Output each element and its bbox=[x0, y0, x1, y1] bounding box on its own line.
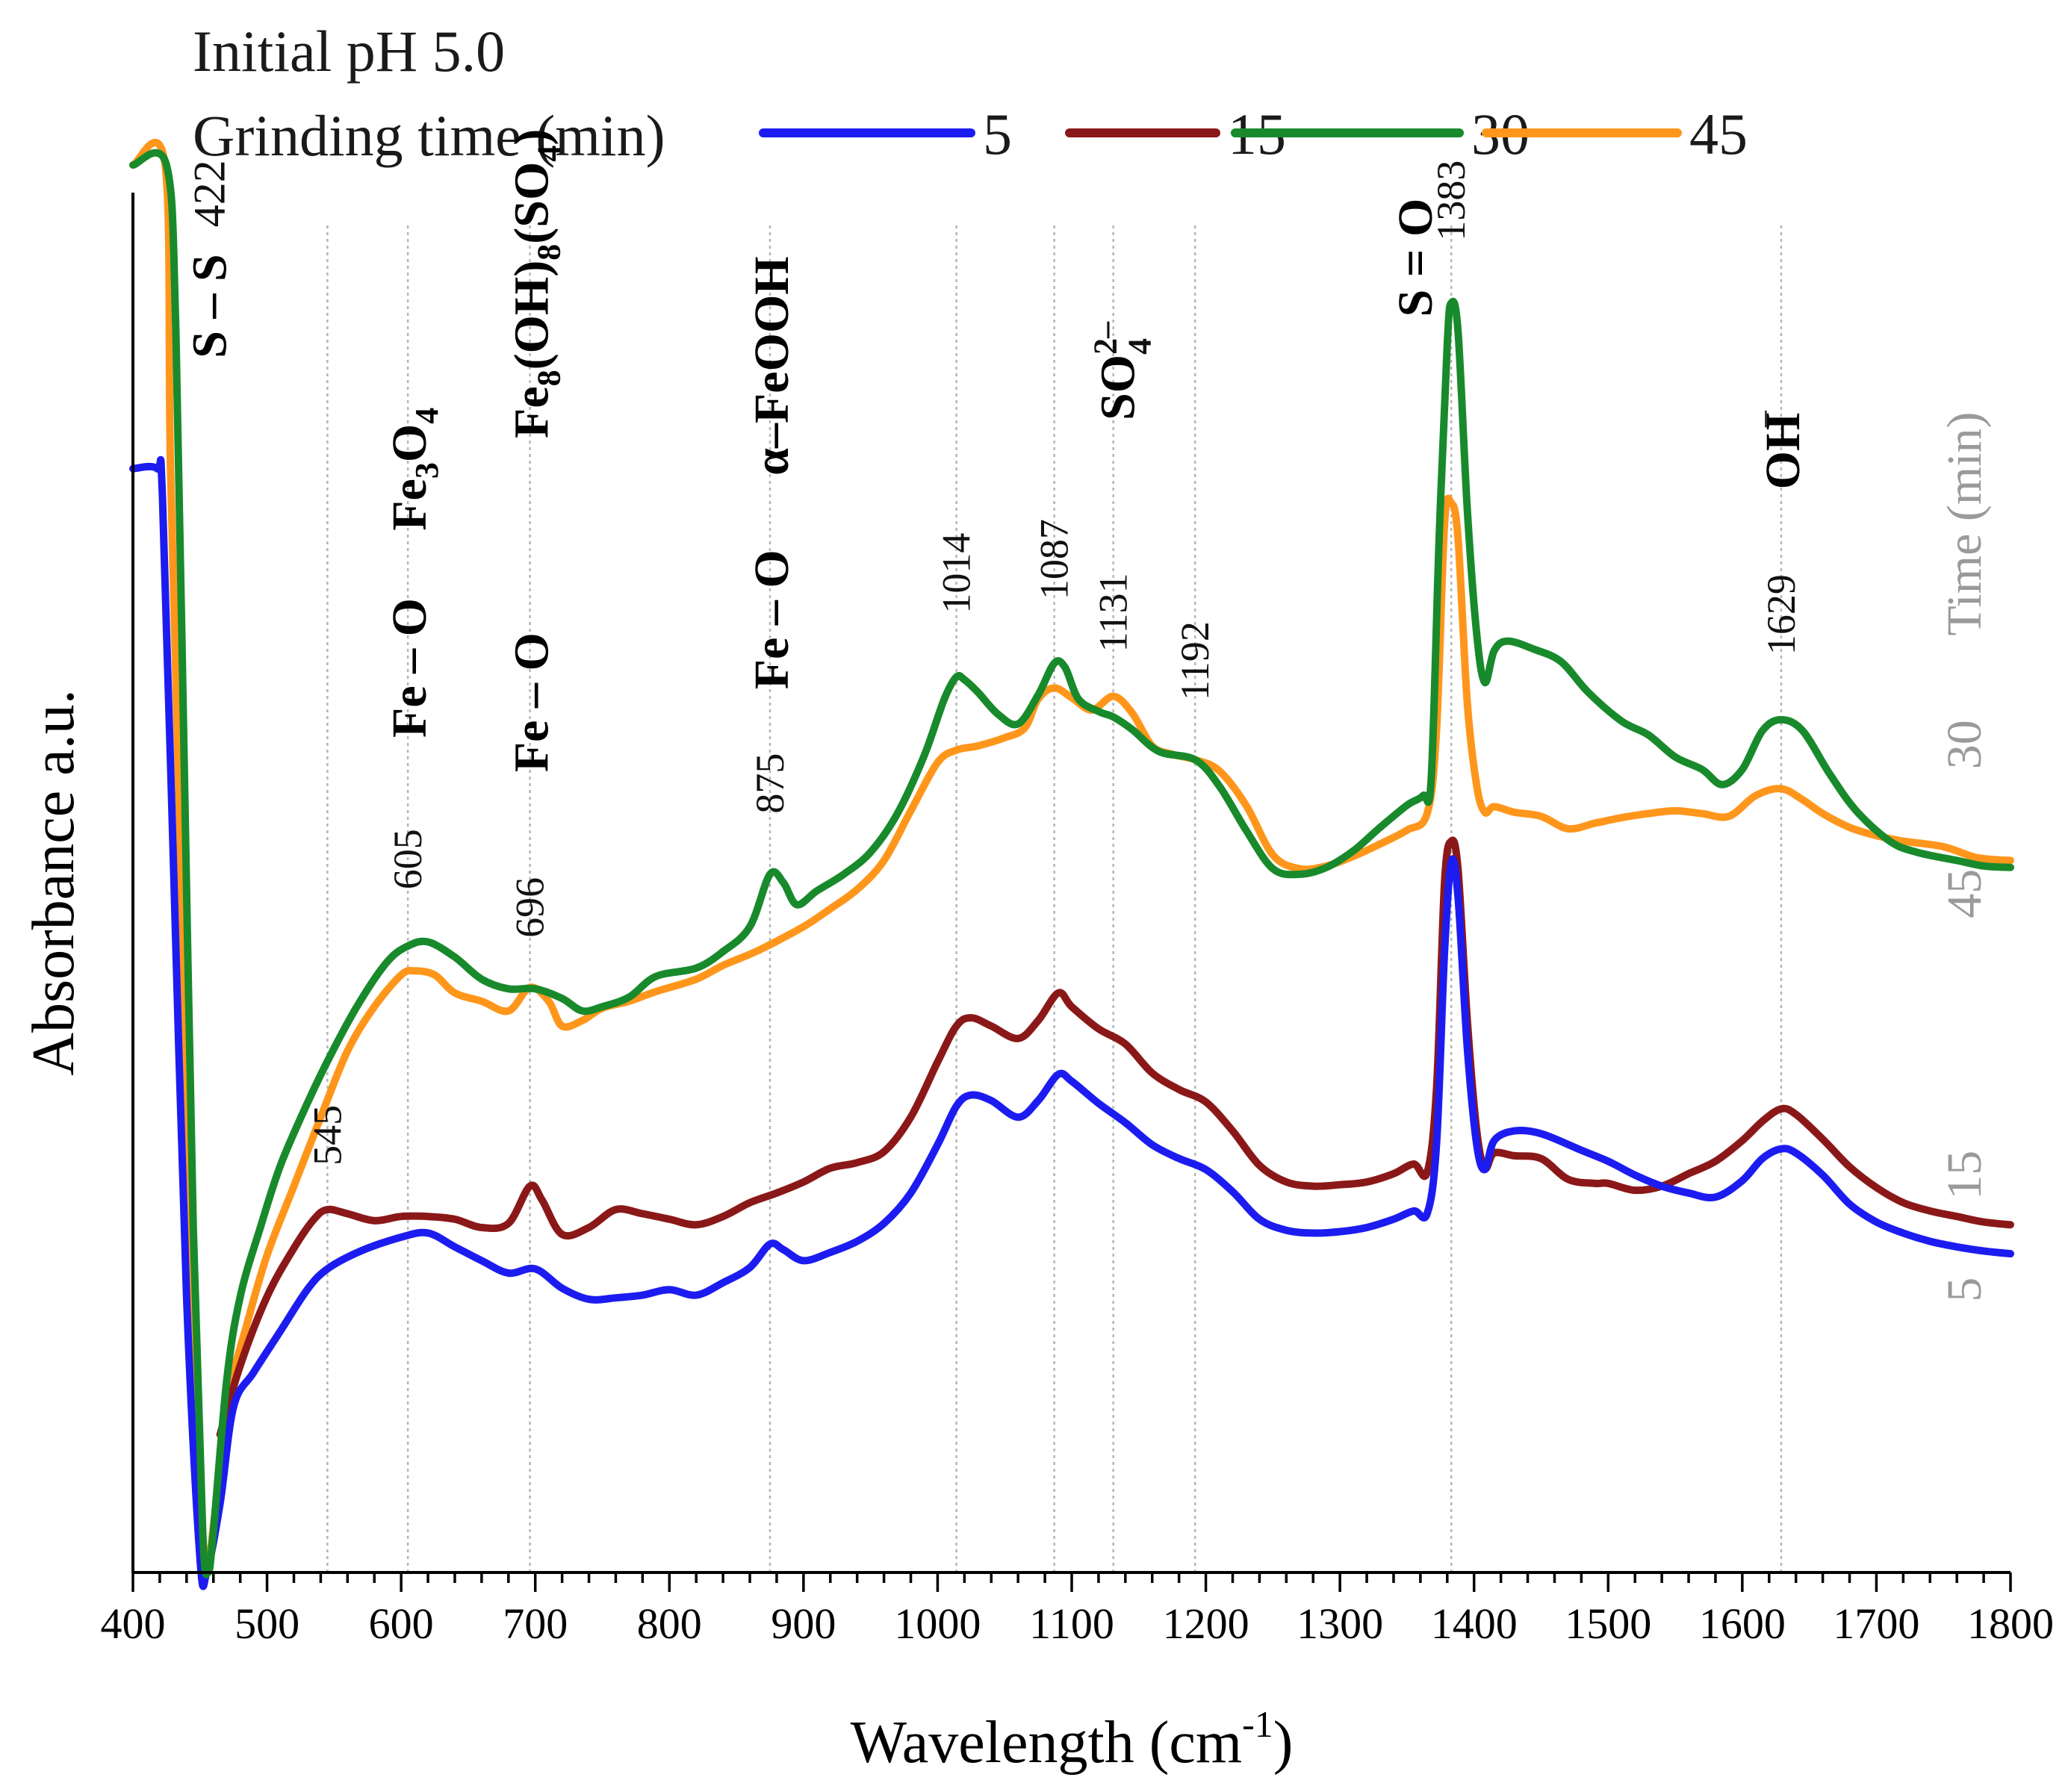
x-tick-label-1300: 1300 bbox=[1297, 1599, 1383, 1648]
schwert-so: (SO bbox=[505, 162, 559, 244]
chart-title-line-1: Initial pH 5.0 bbox=[193, 19, 505, 84]
peak-label-1014: 1014 bbox=[934, 533, 979, 614]
band-label-5: S = O bbox=[1388, 199, 1443, 317]
y-axis-title: Absorbance a.u. bbox=[21, 689, 87, 1076]
sulfate-label: SO 2– 4 bbox=[1087, 321, 1158, 420]
peak-label-1629: 1629 bbox=[1759, 574, 1804, 655]
x-axis-title: Wavelength (cm-1) bbox=[851, 1703, 1294, 1776]
legend-title: Grinding time (min) bbox=[193, 103, 665, 168]
peak-label-1192: 1192 bbox=[1173, 621, 1217, 700]
peak-label-696: 696 bbox=[508, 877, 553, 938]
x-tick-label-1500: 1500 bbox=[1565, 1599, 1651, 1648]
legend-label-5: 5 bbox=[983, 102, 1012, 167]
band-label-3: Fe – O bbox=[745, 550, 799, 689]
x-tick-label-1400: 1400 bbox=[1431, 1599, 1518, 1648]
fe3o4-o: O bbox=[382, 424, 437, 462]
x-tick-label-1600: 1600 bbox=[1699, 1599, 1786, 1648]
series-line-30 bbox=[129, 149, 2014, 1578]
x-axis-title-end: ) bbox=[1273, 1710, 1294, 1776]
sulfate-charge: 2– bbox=[1087, 321, 1124, 355]
x-tick-label-1100: 1100 bbox=[1029, 1599, 1114, 1648]
schwert-close: ) bbox=[505, 129, 559, 146]
oh-charge: – bbox=[1745, 410, 1781, 428]
time-label-15: 15 bbox=[1937, 1151, 1992, 1200]
band-label-4: α–FeOOH bbox=[745, 256, 799, 475]
schwert-sub-8a: 8 bbox=[531, 370, 568, 386]
x-axis-title-main: Wavelength (cm bbox=[851, 1710, 1242, 1776]
band-label-0: S – S bbox=[183, 254, 237, 358]
series-line-45 bbox=[129, 139, 2014, 1578]
reference-lines bbox=[326, 224, 1783, 1572]
series-line-5 bbox=[129, 455, 2014, 1590]
x-tick-label-1200: 1200 bbox=[1163, 1599, 1249, 1648]
chart-header: Initial pH 5.0 Grinding time (min) bbox=[193, 19, 665, 168]
x-tick-label-600: 600 bbox=[369, 1599, 434, 1648]
fe3o4-label: Fe3O4 bbox=[382, 408, 445, 531]
schwertmannite-label: Fe8(OH)8(SO4) bbox=[505, 129, 568, 438]
x-tick-label-1700: 1700 bbox=[1833, 1599, 1919, 1648]
x-tick-label-800: 800 bbox=[637, 1599, 702, 1648]
time-label-5: 5 bbox=[1937, 1278, 1992, 1302]
peak-label-605: 605 bbox=[385, 829, 430, 889]
sulfate-sub-4: 4 bbox=[1122, 338, 1158, 355]
x-axis-ticks: 400 500 600 700 800 900 1000 1100 1200 1300 1400 15… bbox=[101, 1572, 2054, 1648]
band-label-2: Fe – O bbox=[505, 632, 559, 772]
peak-label-1131: 1131 bbox=[1091, 573, 1136, 652]
x-tick-label-1000: 1000 bbox=[894, 1599, 981, 1648]
time-axis: Time (min) 5 15 45 30 bbox=[1937, 411, 1992, 1301]
x-tick-label-900: 900 bbox=[771, 1599, 836, 1648]
x-tick-label-500: 500 bbox=[235, 1599, 299, 1648]
fe3o4-fe: Fe bbox=[382, 479, 437, 531]
schwert-fe: Fe bbox=[505, 386, 559, 438]
series-line-15 bbox=[216, 836, 2014, 1439]
peak-label-1383: 1383 bbox=[1429, 161, 1474, 241]
x-tick-label-700: 700 bbox=[503, 1599, 568, 1648]
band-label-422: 422 bbox=[185, 160, 235, 227]
legend-label-45: 45 bbox=[1689, 102, 1748, 167]
x-tick-label-1800: 1800 bbox=[1967, 1599, 2054, 1648]
peak-label-875: 875 bbox=[748, 753, 792, 814]
sulfate-so: SO bbox=[1091, 355, 1146, 420]
schwert-oh: (OH) bbox=[505, 261, 559, 370]
legend: 5 15 30 45 bbox=[759, 102, 1748, 167]
peak-label-545: 545 bbox=[305, 1105, 350, 1166]
series-layer bbox=[129, 139, 2014, 1590]
x-tick-label-400: 400 bbox=[101, 1599, 166, 1648]
axis-titles: Absorbance a.u. Wavelength (cm-1) bbox=[21, 689, 1293, 1776]
peak-label-1087: 1087 bbox=[1032, 519, 1077, 600]
time-label-45: 45 bbox=[1937, 869, 1992, 918]
time-label-30: 30 bbox=[1937, 720, 1992, 769]
x-axis-title-sup: -1 bbox=[1242, 1703, 1273, 1745]
annotations: Fe3O4 Fe8(OH)8(SO4) SO 2– 4 – 5456056968… bbox=[183, 129, 1810, 1166]
schwert-sub-4: 4 bbox=[531, 146, 568, 162]
fe3o4-sub-3: 3 bbox=[409, 462, 445, 479]
band-label-6: OH bbox=[1756, 413, 1810, 490]
time-axis-title: Time (min) bbox=[1937, 411, 1992, 635]
band-label-1: Fe – O bbox=[382, 598, 437, 738]
schwert-sub-8b: 8 bbox=[531, 244, 568, 261]
fe3o4-sub-4: 4 bbox=[409, 408, 445, 424]
